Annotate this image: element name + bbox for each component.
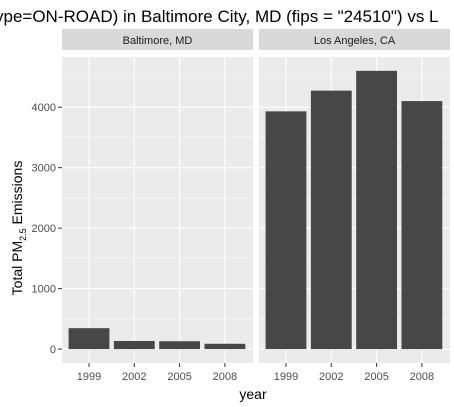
x-tick-label: 2002 [319, 371, 343, 383]
facet-strip [259, 29, 450, 50]
facet-strip-label: Los Angeles, CA [314, 35, 396, 47]
y-axis-title-subscript: 2.5 [18, 228, 28, 241]
y-tick-label: 1000 [32, 284, 56, 296]
y-axis-title-after: Emissions [9, 161, 25, 229]
x-tick-label: 1999 [77, 371, 101, 383]
x-tick-label: 2008 [410, 371, 434, 383]
bar [159, 341, 200, 350]
bar [401, 101, 443, 350]
panel-background [62, 57, 253, 363]
y-tick-label: 2000 [32, 223, 56, 235]
x-tick-label: 1999 [274, 371, 298, 383]
x-axis-title: year [239, 386, 267, 402]
y-tick-label: 3000 [32, 163, 56, 175]
y-axis-title-before: Total PM [9, 241, 25, 295]
facet-strip [62, 29, 253, 50]
bar [68, 328, 110, 350]
bar [204, 343, 246, 350]
y-axis: 0 1000 2000 3000 4000 [32, 102, 62, 356]
y-axis-title: Total PM2.5 Emissions [9, 161, 28, 296]
x-tick-label: 2005 [364, 371, 388, 383]
facet-strip-label: Baltimore, MD [123, 35, 193, 47]
facet-panel: Los Angeles, CA 1999 2002 2005 2008 [259, 29, 450, 383]
x-tick-label: 2005 [167, 371, 191, 383]
y-tick-label: 0 [50, 344, 56, 356]
x-tick-label: 2002 [122, 371, 146, 383]
x-tick-label: 2008 [213, 371, 237, 383]
chart-title: ype=ON-ROAD) in Baltimore City, MD (fips… [0, 7, 439, 26]
facet-panel: Baltimore, MD 1999 2002 2005 2008 [62, 29, 253, 383]
bar [310, 90, 352, 350]
bar [113, 340, 155, 350]
bar [265, 111, 307, 350]
bar [356, 70, 397, 350]
y-tick-label: 4000 [32, 102, 56, 114]
